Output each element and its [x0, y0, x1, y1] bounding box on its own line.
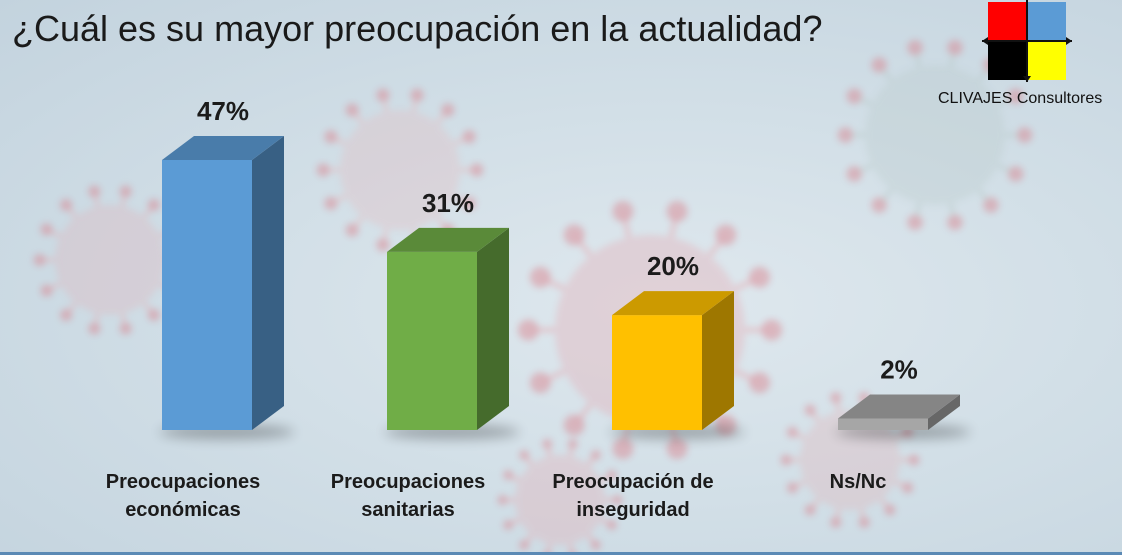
category-label: sanitarias: [361, 499, 454, 521]
bar-1: [159, 136, 295, 439]
bar-top: [387, 227, 509, 252]
logo-quadrant-black: [988, 42, 1026, 80]
bottom-divider: [0, 552, 1122, 555]
clivajes-logo-icon: [982, 0, 1072, 82]
bar-side: [702, 291, 734, 430]
bar-front: [838, 418, 928, 430]
brand-name: CLIVAJES Consultores: [938, 90, 1103, 107]
bar-2: [384, 227, 520, 439]
logo-quadrant-blue: [1028, 2, 1066, 40]
bar-front: [387, 251, 477, 430]
data-label: 2%: [880, 355, 918, 385]
category-label: Preocupaciones: [331, 471, 486, 493]
category-label: Preocupaciones: [106, 471, 261, 493]
data-label: 31%: [422, 188, 474, 218]
category-label: económicas: [125, 499, 241, 521]
bar-top: [838, 394, 960, 419]
bar-side: [252, 136, 284, 430]
bar-front: [612, 315, 702, 430]
bar-top: [162, 136, 284, 160]
category-label: inseguridad: [576, 499, 689, 521]
category-label: Ns/Nc: [830, 471, 887, 493]
data-label: 47%: [197, 96, 249, 126]
logo-arrow-down-icon: [1023, 76, 1031, 82]
page-title: ¿Cuál es su mayor preocupación en la act…: [12, 8, 823, 49]
bar-side: [928, 394, 960, 430]
logo-arrow-left-icon: [982, 37, 988, 45]
logo-arrow-right-icon: [1066, 37, 1072, 45]
category-label: Preocupación de: [552, 471, 713, 493]
bar-side: [477, 227, 509, 430]
data-label: 20%: [647, 251, 699, 281]
logo-quadrant-red: [988, 2, 1026, 40]
bar-3: [609, 291, 745, 439]
logo-quadrant-yellow: [1028, 42, 1066, 80]
bar-front: [162, 160, 252, 430]
bar-top: [612, 291, 734, 316]
bar-4: [835, 394, 971, 439]
